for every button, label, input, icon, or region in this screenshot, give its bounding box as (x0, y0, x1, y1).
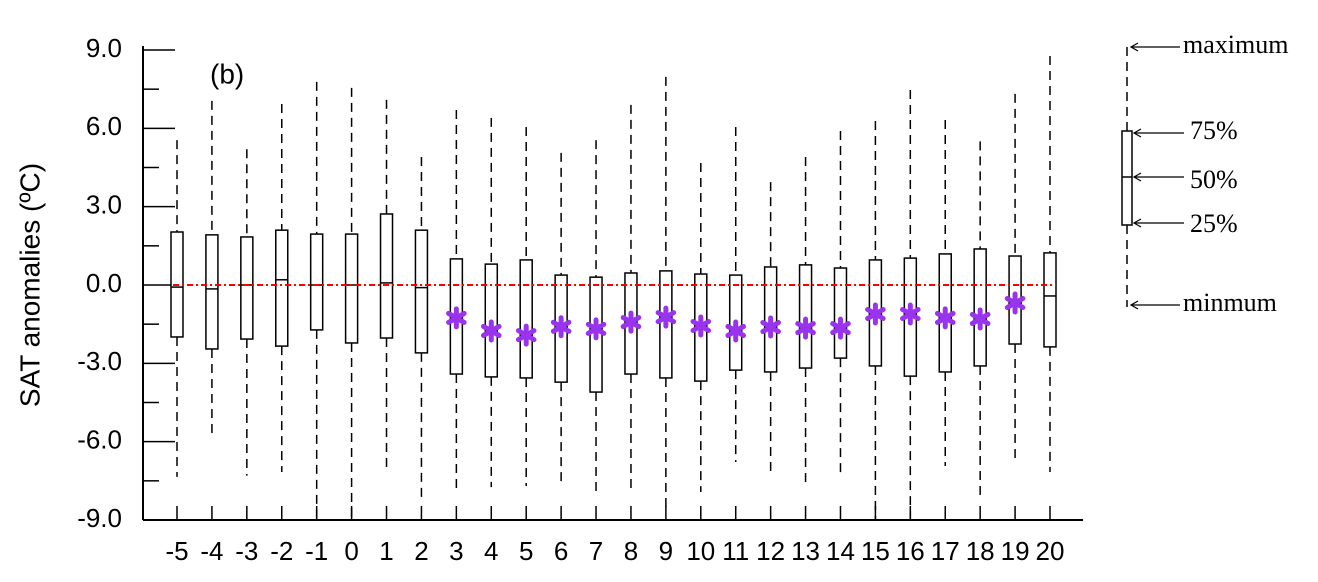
mean-marker (690, 314, 712, 338)
x-tick-label: 9 (659, 536, 673, 566)
box (519, 259, 533, 379)
x-tick-label: 1 (379, 536, 393, 566)
mean-marker (550, 315, 572, 339)
mean-marker (655, 305, 677, 329)
mean-marker (725, 319, 747, 343)
legend-arrows (1129, 42, 1184, 310)
legend-schematic: maximum 75% 50% 25% minmum (1121, 30, 1288, 317)
x-tick-label: 20 (1036, 536, 1065, 566)
x-tick-label: -3 (235, 536, 258, 566)
x-tick-label: 5 (519, 536, 533, 566)
box (414, 229, 429, 354)
x-tick-label: 8 (624, 536, 638, 566)
mean-marker (934, 306, 956, 330)
mean-marker (446, 306, 467, 330)
x-tick-label: 19 (1001, 536, 1030, 566)
x-tick-label: 16 (896, 536, 925, 566)
y-axis-label: SAT anomalies (ºC) (14, 163, 45, 407)
panel-label: (b) (210, 58, 244, 89)
mean-marker (900, 302, 921, 326)
mean-marker (969, 307, 991, 331)
mean-marker (480, 319, 502, 343)
mean-marker (620, 310, 642, 334)
y-tick-label: 6.0 (86, 111, 122, 141)
box (379, 213, 394, 339)
legend-label: 25% (1190, 209, 1238, 238)
x-tick-label: 2 (414, 536, 428, 566)
mean-marker (1004, 291, 1026, 315)
x-tick-label: 3 (449, 536, 463, 566)
x-tick-label: 13 (791, 536, 820, 566)
x-tick-label: -2 (270, 536, 293, 566)
y-tick-label: -6.0 (77, 425, 122, 455)
y-tick-label: -3.0 (77, 346, 122, 376)
x-tick-label: -1 (305, 536, 328, 566)
y-tick-label: -9.0 (77, 503, 122, 533)
box (240, 236, 254, 340)
box (309, 233, 324, 331)
mean-marker (585, 317, 607, 341)
box (833, 267, 848, 359)
x-tick-label: 4 (484, 536, 498, 566)
legend-label: 75% (1190, 116, 1238, 145)
box (798, 264, 813, 369)
box (344, 233, 359, 344)
y-tick-label: 3.0 (86, 190, 122, 220)
x-tick-label: 17 (931, 536, 960, 566)
x-tick-label: 15 (861, 536, 890, 566)
mean-marker (515, 323, 537, 347)
legend-label: maximum (1183, 30, 1288, 59)
x-tick-label: 6 (554, 536, 568, 566)
y-tick-label: 0.0 (86, 268, 122, 298)
box (1043, 252, 1057, 348)
mean-marker (795, 316, 816, 340)
mean-marker (865, 302, 886, 326)
legend-label: minmum (1183, 288, 1277, 317)
box (205, 234, 219, 350)
x-tick-label: 11 (722, 536, 749, 566)
y-tick-label: 9.0 (86, 33, 122, 63)
mean-marker (830, 316, 851, 340)
x-tick-label: 10 (686, 536, 715, 566)
box (275, 229, 289, 347)
x-tick-label: 0 (344, 536, 358, 566)
x-tick-label: 14 (826, 536, 855, 566)
x-tick-label: 18 (966, 536, 995, 566)
x-tick-label: -4 (200, 536, 223, 566)
mean-marker (760, 315, 781, 339)
legend-box (1121, 130, 1133, 226)
x-tick-label: -5 (165, 536, 188, 566)
legend-label: 50% (1190, 165, 1238, 194)
x-tick-label: 7 (589, 536, 603, 566)
x-tick-label: 12 (756, 536, 785, 566)
